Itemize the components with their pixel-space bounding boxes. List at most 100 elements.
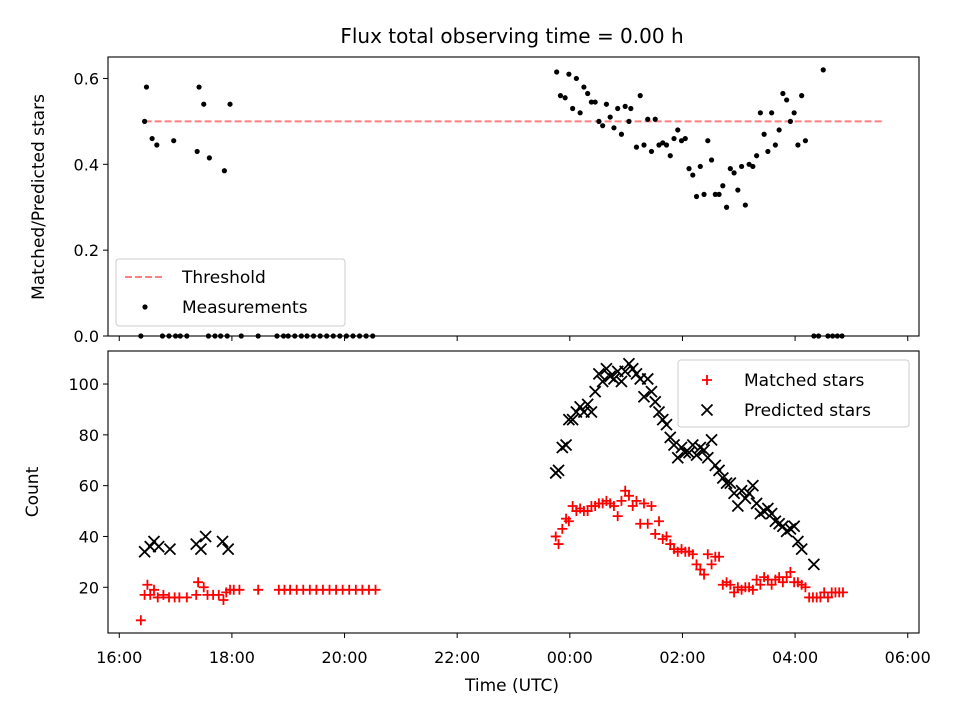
measurement-point <box>172 333 179 339</box>
predicted-legend-label: Predicted stars <box>744 401 871 421</box>
measurement-point <box>600 123 606 129</box>
predicted-star-point <box>807 558 821 571</box>
x-tick-label: 18:00 <box>209 648 255 667</box>
measurement-point <box>138 333 144 339</box>
predicted-star-point <box>630 367 643 381</box>
predicted-star-point <box>559 438 573 452</box>
measurement-point <box>238 333 244 339</box>
predicted-star-point <box>619 365 632 378</box>
bottom-y-tick-label: 20 <box>79 578 99 597</box>
measurement-point <box>641 142 647 148</box>
measurement-point <box>750 163 756 170</box>
matched-star-point <box>665 539 676 550</box>
predicted-star-point <box>667 438 681 452</box>
matched-star-point <box>822 592 833 603</box>
measurement-point <box>716 191 722 197</box>
matched-star-point <box>145 589 156 600</box>
measurement-point <box>343 333 350 339</box>
chart-title: Flux total observing time = 0.00 h <box>340 24 683 48</box>
predicted-star-point <box>664 431 677 444</box>
measurement-point <box>227 101 233 107</box>
bottom-legend: Matched stars Predicted stars <box>677 359 910 428</box>
matched-star-point <box>135 615 146 626</box>
matched-star-point <box>714 551 725 562</box>
matched-star-point <box>800 582 811 593</box>
top-frame <box>107 56 920 337</box>
measurement-point <box>754 153 760 159</box>
matched-star-point <box>181 592 192 603</box>
matched-star-point <box>608 500 619 511</box>
matched-star-point <box>158 589 169 600</box>
measurement-point <box>628 105 634 112</box>
predicted-star-point <box>641 372 654 386</box>
top-y-axis-label: Matched/Predicted stars <box>29 94 49 300</box>
x-tick-label: 02:00 <box>659 648 705 667</box>
measurement-point <box>675 127 681 133</box>
measurement-point <box>592 99 598 105</box>
measurement-point <box>566 71 572 77</box>
measurement-point <box>834 333 840 339</box>
matched-star-point <box>642 518 653 529</box>
bottom-plot-area: 20 40 60 80 100 16:00 18:00 20:00 22:00 00:00 02:0… <box>68 350 931 667</box>
measurement-point <box>772 142 778 148</box>
measurement-point <box>292 333 298 339</box>
bottom-y-tick-label: 40 <box>79 527 99 546</box>
measurement-point <box>350 333 356 339</box>
predicted-star-point <box>589 385 602 398</box>
predicted-star-point <box>222 543 235 556</box>
measurement-point <box>562 95 568 101</box>
matched-star-point <box>148 584 159 595</box>
measurement-point <box>603 101 610 107</box>
x-tick-label: 20:00 <box>321 648 367 667</box>
matched-star-point <box>550 531 561 542</box>
predicted-star-point <box>649 395 662 408</box>
predicted-star-point <box>622 357 636 370</box>
measurement-point <box>317 333 323 339</box>
measurement-point <box>212 333 218 339</box>
measurement-point <box>787 118 794 124</box>
matched-star-point <box>620 485 631 496</box>
measurement-point <box>330 333 336 339</box>
predicted-star-point <box>581 398 594 411</box>
x-axis-label: Time (UTC) <box>464 676 559 696</box>
measurement-point <box>742 202 748 208</box>
measurement-point <box>201 101 207 107</box>
measurement-point <box>633 144 640 150</box>
predicted-star-point <box>705 433 718 447</box>
measurement-point <box>218 333 224 339</box>
threshold-legend-label: Threshold <box>181 268 266 288</box>
measurement-point <box>708 157 715 163</box>
matched-star-point <box>370 584 381 595</box>
measurement-point <box>171 138 177 144</box>
measurement-point <box>712 191 718 197</box>
predicted-star-point <box>742 487 756 500</box>
measurement-point <box>811 333 817 339</box>
matched-star-point <box>729 587 740 598</box>
measurement-point <box>697 163 703 170</box>
measurement-point <box>255 333 261 339</box>
measurement-point <box>735 187 741 193</box>
matched-star-point <box>837 587 848 598</box>
predicted-star-point <box>735 484 748 497</box>
predicted-star-point <box>761 502 775 515</box>
measurement-point <box>693 193 700 200</box>
measurement-point <box>769 110 775 116</box>
bottom-legend-box <box>677 359 910 428</box>
measurement-point <box>304 333 310 339</box>
measurement-point <box>596 118 602 124</box>
predicted-star-point <box>686 438 699 452</box>
predicted-star-point <box>637 390 651 403</box>
measurement-point <box>184 333 190 339</box>
measurement-point <box>570 105 576 112</box>
measurement-point <box>802 138 809 144</box>
measurement-point <box>554 69 560 75</box>
measurement-point <box>363 333 369 339</box>
x-tick-label: 16:00 <box>96 648 142 667</box>
matched-star-point <box>755 579 766 590</box>
measurement-point <box>581 84 587 90</box>
top-y-tick-label: 0.2 <box>74 241 99 260</box>
measurement-point <box>776 127 782 133</box>
matched-star-point <box>567 500 578 511</box>
measurement-point <box>324 333 330 339</box>
predicted-star-point <box>199 530 212 543</box>
